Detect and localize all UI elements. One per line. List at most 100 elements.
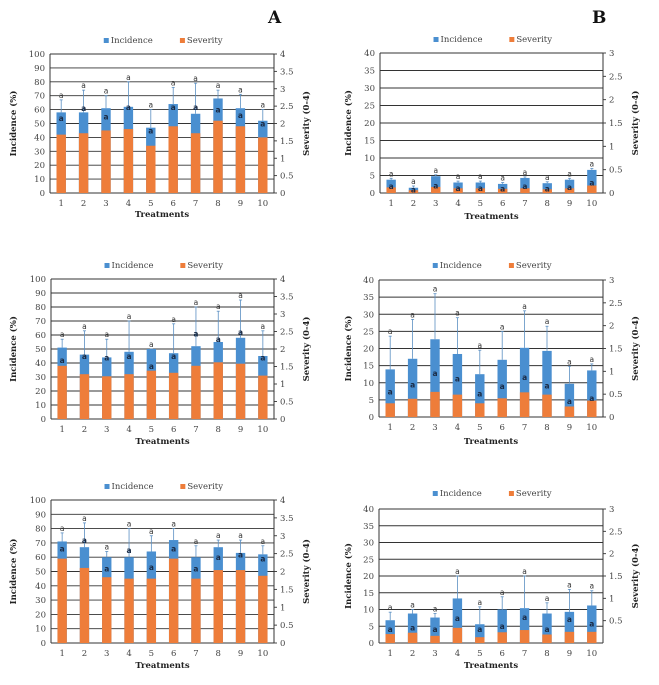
severity-significance-label: a	[104, 353, 109, 362]
y-tick-label: 35	[363, 522, 374, 532]
severity-bar	[430, 635, 440, 643]
severity-significance-label: a	[193, 330, 198, 339]
severity-bar	[124, 374, 134, 419]
severity-bar	[235, 126, 246, 193]
y2-tick-label: 1	[609, 594, 614, 604]
legend-swatch-severity	[180, 484, 186, 489]
severity-significance-label: a	[171, 545, 176, 554]
y-tick-label: 30	[34, 147, 45, 157]
y2-tick-label: 4	[280, 496, 285, 506]
severity-bar	[213, 362, 223, 419]
severity-significance-label: a	[193, 565, 198, 574]
incidence-significance-label: a	[261, 537, 266, 546]
severity-bar	[168, 558, 179, 643]
legend-swatch-severity	[179, 38, 185, 43]
y-tick-label: 15	[363, 362, 374, 372]
incidence-significance-label: a	[171, 315, 176, 324]
y-tick-label: 0	[41, 639, 46, 649]
incidence-bar	[452, 353, 463, 417]
severity-significance-label: a	[238, 550, 243, 559]
y2-tick-label: 1	[280, 380, 285, 390]
severity-significance-label: a	[149, 362, 154, 371]
legend-label-severity: Severity	[187, 482, 223, 492]
incidence-significance-label: a	[82, 322, 87, 331]
y-tick-label: 15	[363, 589, 374, 599]
x-tick-label: 6	[171, 425, 176, 435]
incidence-significance-label: a	[171, 78, 176, 87]
x-tick-label: 5	[149, 649, 154, 659]
severity-bar	[452, 627, 463, 643]
x-tick-label: 10	[257, 199, 268, 209]
x-tick-label: 9	[238, 425, 243, 435]
x-tick-label: 5	[149, 425, 154, 435]
y-tick-label: 0	[41, 415, 46, 425]
chart-b3: 0 5 10 15 20 25 30 35 40 0.5 1 1.5 2 2.5 3 a a 1 a a 2 a a 3 a a 4…	[343, 489, 641, 671]
incidence-significance-label: a	[567, 357, 572, 366]
legend-swatch-severity	[509, 37, 515, 42]
x-axis-title: Treatments	[135, 210, 190, 220]
y-tick-label: 10	[364, 154, 375, 164]
y-tick-label: 5	[369, 396, 374, 406]
severity-bar	[146, 578, 157, 643]
severity-significance-label: a	[432, 625, 437, 634]
severity-bar	[57, 365, 67, 419]
x-tick-label: 4	[126, 425, 131, 435]
severity-significance-label: a	[589, 620, 594, 629]
legend-label-incidence: Incidence	[440, 489, 482, 499]
legend-swatch-severity	[180, 263, 186, 268]
incidence-significance-label: a	[104, 330, 109, 339]
severity-significance-label: a	[589, 394, 594, 403]
severity-significance-label: a	[477, 625, 482, 634]
charts-group: 010203040506070809010000.511.522.533.54a…	[8, 35, 641, 671]
severity-bar	[123, 129, 134, 193]
x-tick-label: 3	[432, 649, 437, 659]
x-tick-label: 7	[522, 649, 527, 659]
incidence-bar	[475, 374, 485, 417]
x-tick-label: 8	[545, 199, 550, 209]
severity-bar	[190, 133, 201, 193]
x-tick-label: 8	[216, 425, 221, 435]
x-tick-label: 8	[215, 199, 220, 209]
x-tick-label: 3	[104, 649, 109, 659]
severity-bar	[542, 634, 552, 643]
y2-axis-title: Severity (0-4)	[301, 317, 312, 382]
x-tick-label: 5	[148, 199, 153, 209]
y2-tick-label: 1.5	[280, 137, 294, 147]
y2-axis-title: Severity (0-4)	[630, 91, 641, 156]
y-tick-label: 40	[363, 276, 374, 286]
y2-tick-label: 2.5	[609, 299, 623, 309]
severity-bar	[235, 363, 246, 419]
severity-bar	[235, 570, 246, 643]
severity-bar	[453, 188, 463, 193]
severity-significance-label: a	[81, 104, 86, 113]
incidence-bar	[385, 620, 395, 643]
y-tick-label: 25	[363, 555, 374, 565]
incidence-significance-label: a	[104, 87, 109, 96]
x-tick-label: 7	[193, 649, 198, 659]
incidence-bar	[386, 179, 396, 193]
y-tick-label: 80	[35, 525, 46, 535]
y2-tick-label: 3	[609, 505, 614, 515]
y-tick-label: 70	[35, 317, 46, 327]
y2-tick-label: 0.5	[609, 166, 623, 176]
y-axis-title: Incidence (%)	[8, 539, 19, 605]
severity-bar	[431, 186, 441, 193]
incidence-bar	[407, 613, 418, 643]
legend-label-incidence: Incidence	[112, 261, 154, 271]
x-tick-label: 10	[586, 649, 597, 659]
severity-bar	[407, 398, 418, 417]
severity-bar	[79, 567, 90, 643]
x-tick-label: 8	[216, 649, 221, 659]
incidence-significance-label: a	[238, 85, 243, 94]
incidence-bar	[564, 383, 575, 417]
y-tick-label: 60	[35, 331, 46, 341]
x-tick-label: 1	[387, 423, 392, 433]
severity-bar	[407, 632, 418, 643]
y-tick-label: 30	[35, 373, 46, 383]
y2-tick-label: 1.5	[609, 345, 623, 355]
incidence-significance-label: a	[567, 580, 572, 589]
severity-bar	[213, 570, 223, 643]
incidence-significance-label: a	[81, 81, 86, 90]
severity-significance-label: a	[589, 179, 594, 188]
